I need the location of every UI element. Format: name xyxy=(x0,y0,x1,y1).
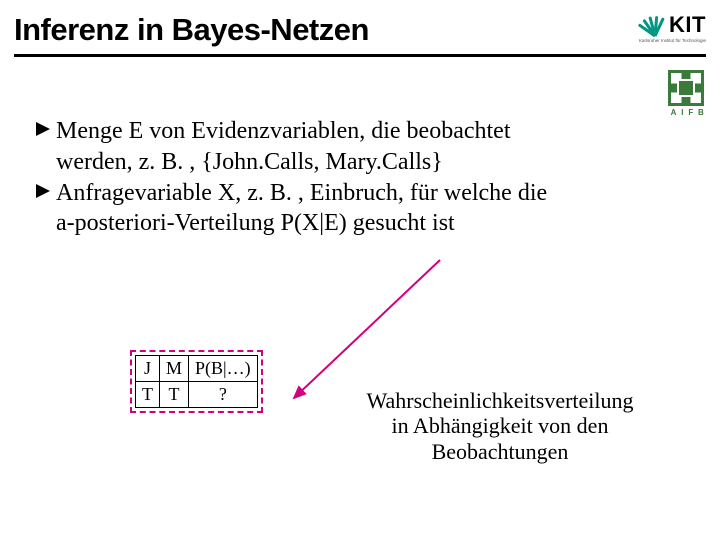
table-row: T T ? xyxy=(136,382,258,408)
annotation-line: Wahrscheinlichkeitsverteilung xyxy=(366,388,633,413)
bullet-arrow-icon xyxy=(36,122,52,136)
kit-fan-icon xyxy=(644,14,666,36)
slide-title: Inferenz in Bayes-Netzen xyxy=(14,12,369,48)
kit-text: KIT xyxy=(669,12,706,38)
cpt-header: P(B|…) xyxy=(189,356,258,382)
bullet-text: Anfragevariable X, z. B. , Einbruch, für… xyxy=(56,179,547,208)
annotation-line: in Abhängigkeit von den xyxy=(392,413,609,438)
cpt-cell: ? xyxy=(189,382,258,408)
bullet-text-cont: werden, z. B. , {John.Calls, Mary.Calls} xyxy=(36,148,684,177)
cpt-header: J xyxy=(136,356,160,382)
cpt-header: M xyxy=(160,356,189,382)
kit-subtitle: Karlsruher Institut für Technologie xyxy=(639,38,706,43)
cpt-cell: T xyxy=(136,382,160,408)
annotation-text: Wahrscheinlichkeitsverteilung in Abhängi… xyxy=(320,388,680,464)
cpt-dashed-frame: J M P(B|…) T T ? xyxy=(130,350,263,413)
slide-body: Menge E von Evidenzvariablen, die beobac… xyxy=(0,57,720,238)
lower-region: J M P(B|…) T T ? Wahrscheinlichkeitsvert… xyxy=(0,330,720,530)
annotation-line: Beobachtungen xyxy=(432,439,569,464)
bullet-item: Anfragevariable X, z. B. , Einbruch, für… xyxy=(36,179,684,208)
bullet-arrow-icon xyxy=(36,184,52,198)
cpt-table: J M P(B|…) T T ? xyxy=(135,355,258,408)
kit-logo-block: KIT Karlsruher Institut für Technologie xyxy=(639,12,706,43)
bullet-text: Menge E von Evidenzvariablen, die beobac… xyxy=(56,117,511,146)
bullet-text-cont: a-posteriori-Verteilung P(X|E) gesucht i… xyxy=(36,209,684,238)
table-row: J M P(B|…) xyxy=(136,356,258,382)
bullet-item: Menge E von Evidenzvariablen, die beobac… xyxy=(36,117,684,146)
slide-header: Inferenz in Bayes-Netzen KIT Karlsruher … xyxy=(0,0,720,48)
cpt-cell: T xyxy=(160,382,189,408)
cpt-table-wrap: J M P(B|…) T T ? xyxy=(130,350,263,413)
